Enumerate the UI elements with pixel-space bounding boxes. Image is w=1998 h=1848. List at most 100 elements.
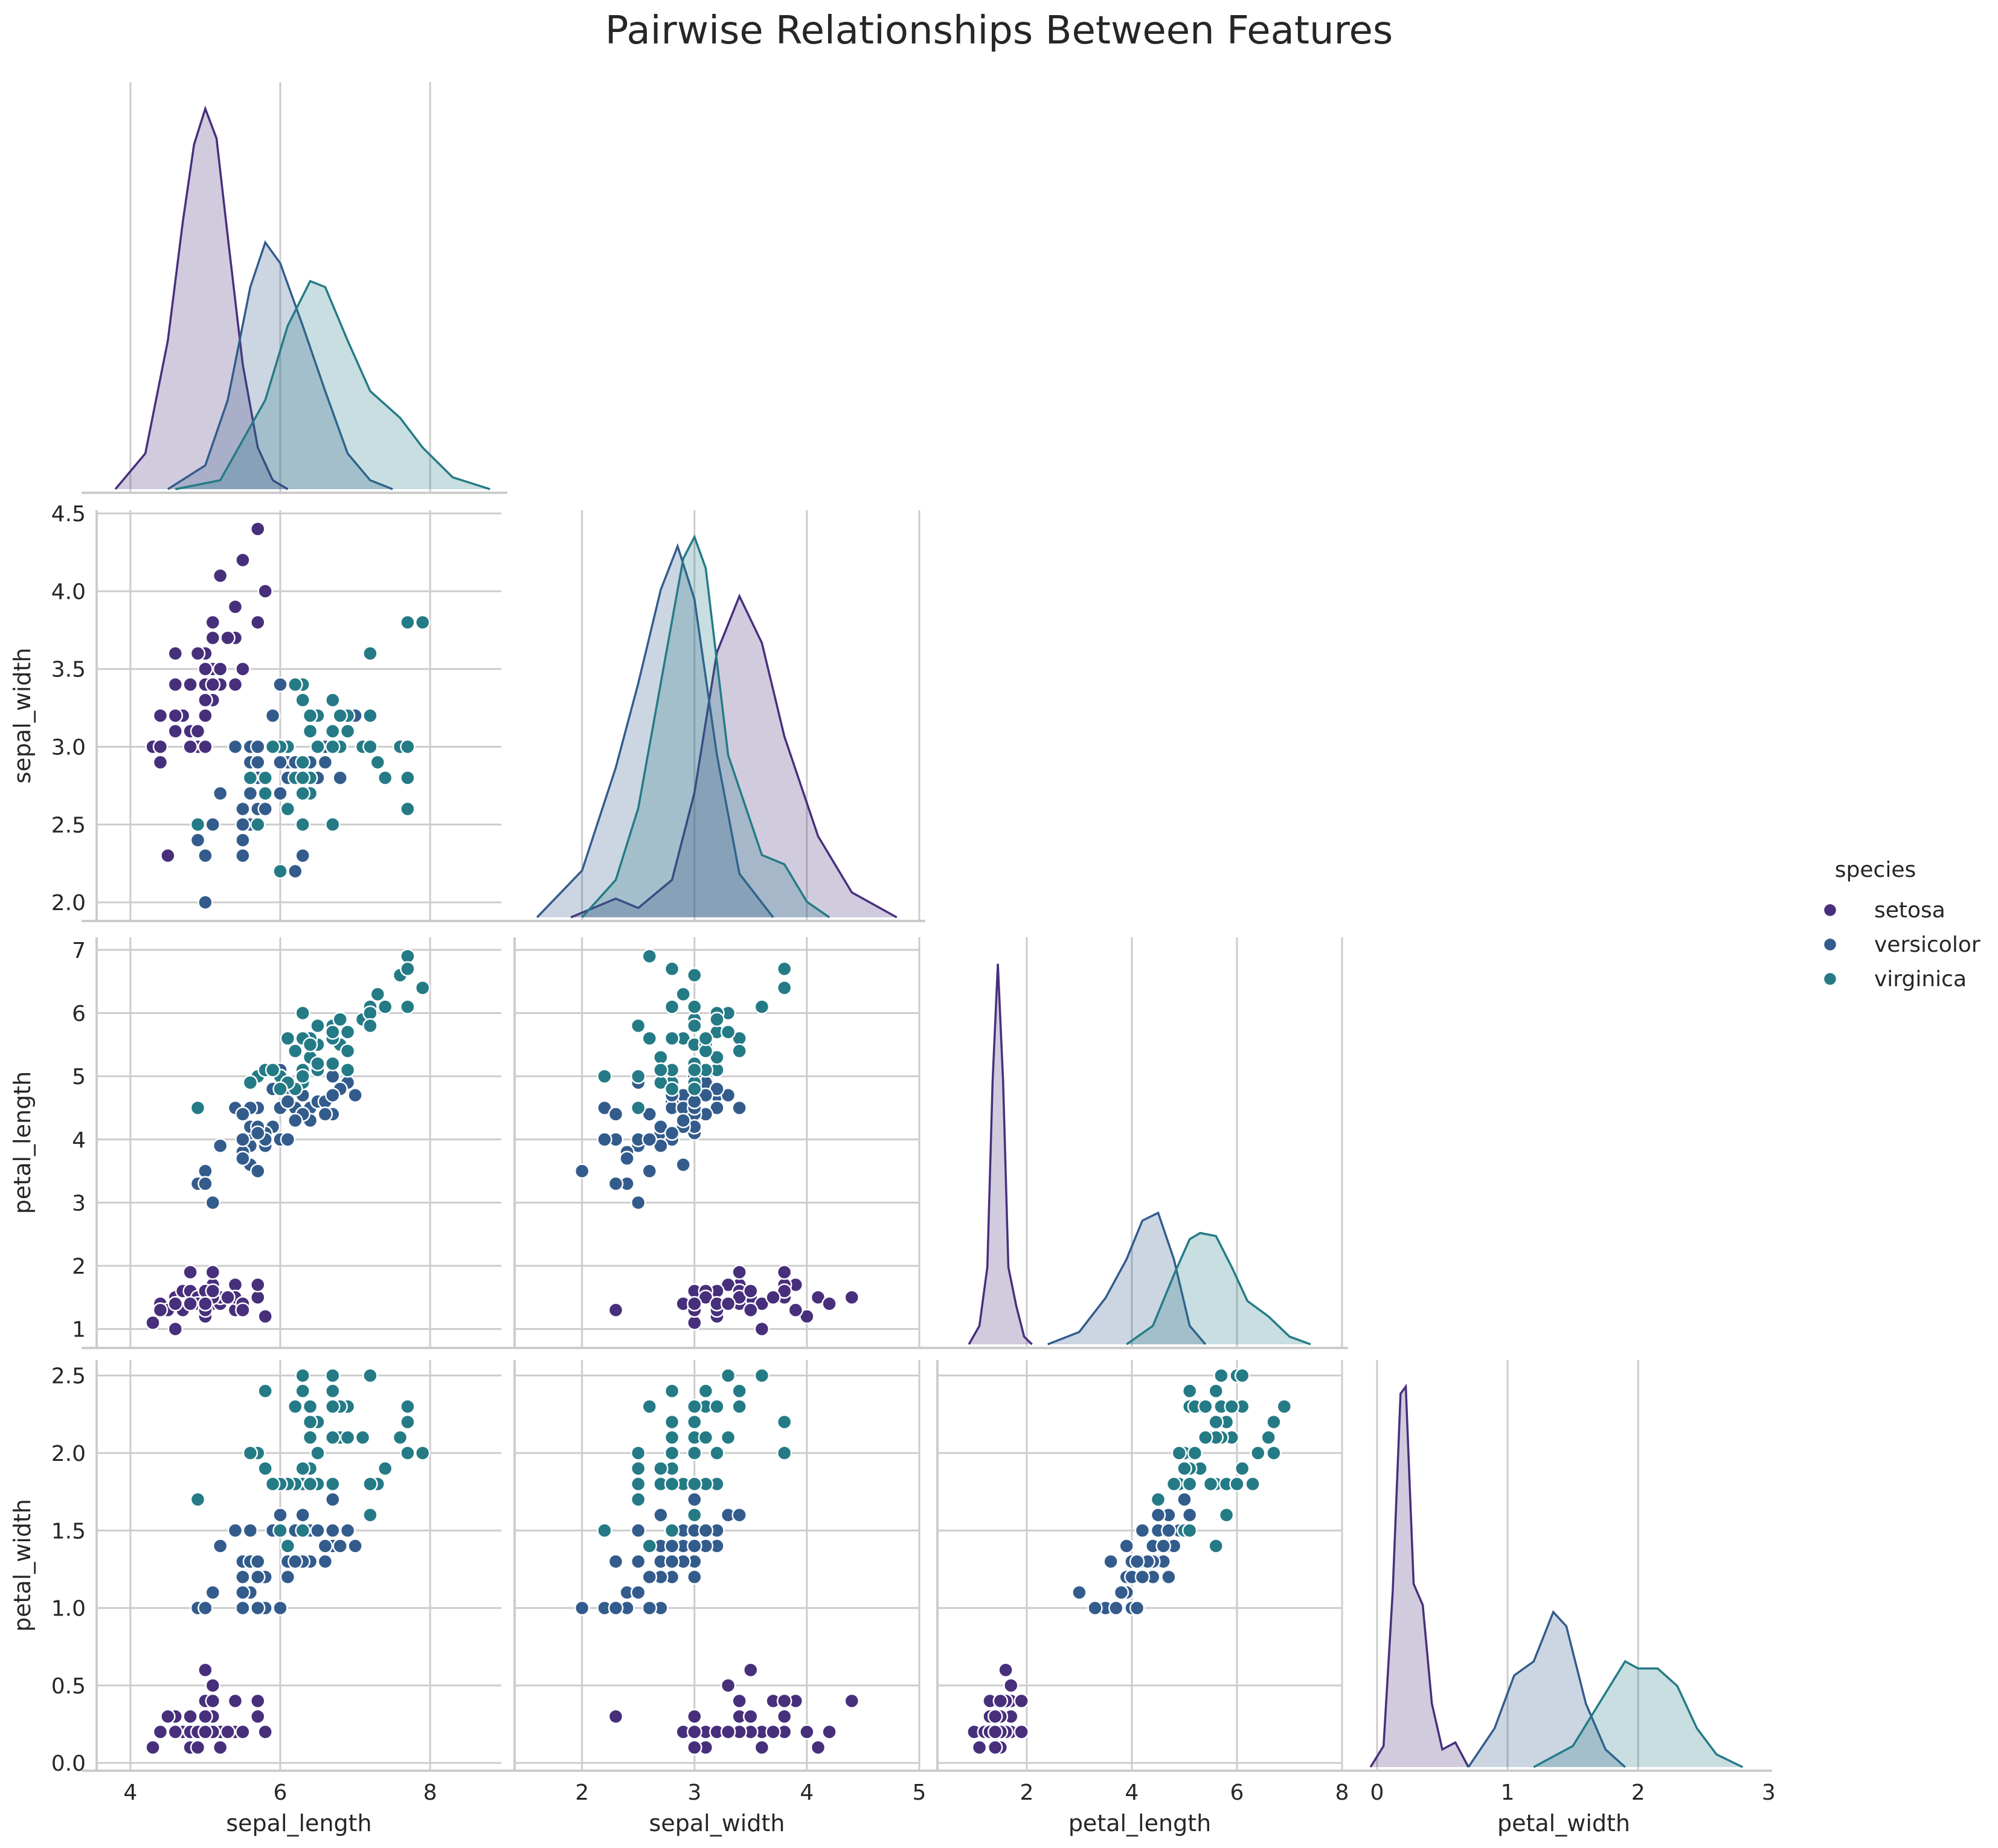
point-setosa <box>720 1678 736 1693</box>
point-versicolor <box>731 1507 747 1523</box>
point-versicolor <box>1177 1492 1192 1507</box>
point-virginica <box>265 739 281 755</box>
point-virginica <box>280 1030 296 1047</box>
chart-title: Pairwise Relationships Between Features <box>605 8 1393 53</box>
point-virginica <box>325 817 341 833</box>
point-versicolor <box>235 1600 251 1616</box>
point-virginica <box>339 1062 356 1078</box>
point-virginica <box>687 1062 702 1078</box>
point-versicolor <box>687 1569 702 1585</box>
point-versicolor <box>287 863 303 879</box>
legend-label-versicolor: versicolor <box>1874 932 1980 957</box>
point-versicolor <box>280 1132 296 1147</box>
point-virginica <box>731 1383 747 1399</box>
point-versicolor <box>272 676 288 693</box>
point-virginica <box>1234 1460 1250 1477</box>
point-virginica <box>257 1383 273 1399</box>
point-virginica <box>1250 1445 1266 1461</box>
point-versicolor <box>272 754 288 771</box>
point-virginica <box>687 999 702 1015</box>
point-virginica <box>400 948 416 964</box>
point-virginica <box>675 986 691 1002</box>
point-virginica <box>362 708 378 723</box>
point-setosa <box>190 723 206 739</box>
point-virginica <box>1177 1460 1192 1477</box>
x-axis-label: petal_length <box>1068 1810 1211 1837</box>
point-virginica <box>687 1399 702 1414</box>
point-versicolor <box>1161 1522 1177 1539</box>
panel-petal_length-vs-sepal_length: 1 2 3 4 5 6 7 <box>72 937 507 1349</box>
point-virginica <box>1213 1367 1229 1384</box>
point-setosa <box>992 1693 1009 1709</box>
point-setosa <box>205 630 221 646</box>
point-versicolor <box>317 754 333 771</box>
point-setosa <box>743 1302 759 1318</box>
y-tick-label: 3.0 <box>51 736 86 760</box>
point-setosa <box>182 1296 198 1312</box>
kde-fill-virginica <box>1126 1233 1311 1344</box>
point-virginica <box>1208 1414 1224 1430</box>
point-setosa <box>160 848 176 864</box>
point-setosa <box>167 646 184 661</box>
kde-fill-versicolor <box>1047 1213 1206 1344</box>
point-setosa <box>152 1302 169 1318</box>
point-setosa <box>190 1739 206 1756</box>
point-virginica <box>641 948 658 964</box>
point-versicolor <box>287 1112 303 1129</box>
point-setosa <box>776 1693 792 1709</box>
point-setosa <box>731 1264 747 1280</box>
x-tick-label: 8 <box>1335 1780 1349 1805</box>
point-virginica <box>190 817 206 833</box>
panel-sepal_width-vs-sepal_length: 2.0 2.5 3.0 3.5 4.0 4.5 <box>51 502 507 922</box>
point-virginica <box>687 967 702 983</box>
y-tick-label: 1.0 <box>51 1597 86 1622</box>
x-tick-label: 0 <box>1370 1780 1384 1805</box>
kde-fill-setosa <box>571 596 897 917</box>
point-setosa <box>731 1693 747 1709</box>
point-setosa <box>167 1296 184 1312</box>
point-virginica <box>377 770 393 786</box>
point-virginica <box>302 723 318 739</box>
point-virginica <box>295 770 310 786</box>
point-versicolor <box>190 832 206 848</box>
point-setosa <box>987 1739 1003 1756</box>
point-setosa <box>687 1708 702 1724</box>
point-setosa <box>687 1724 702 1740</box>
point-setosa <box>205 676 221 693</box>
point-setosa <box>212 661 228 677</box>
kde-line-setosa <box>114 105 289 490</box>
point-virginica <box>362 1367 378 1384</box>
point-virginica <box>325 1024 341 1040</box>
point-versicolor <box>198 1176 213 1192</box>
kde-fill-virginica <box>1534 1661 1743 1767</box>
point-virginica <box>400 1445 416 1461</box>
x-tick-label: 4 <box>800 1780 814 1805</box>
point-virginica <box>295 1005 310 1021</box>
point-virginica <box>242 1445 259 1461</box>
point-versicolor <box>198 848 213 864</box>
kde-fill-setosa <box>115 109 288 489</box>
point-versicolor <box>1108 1600 1124 1616</box>
point-virginica <box>190 1100 206 1116</box>
point-versicolor <box>205 817 221 833</box>
point-virginica <box>257 770 273 786</box>
point-setosa <box>743 1283 759 1299</box>
point-setosa <box>776 1264 792 1280</box>
point-versicolor <box>235 1150 251 1166</box>
point-versicolor <box>347 1538 363 1554</box>
point-setosa <box>810 1739 826 1756</box>
point-versicolor <box>597 1132 612 1147</box>
point-versicolor <box>641 1600 658 1616</box>
point-virginica <box>630 1476 646 1492</box>
point-setosa <box>198 1662 213 1678</box>
point-setosa <box>1013 1693 1029 1709</box>
point-virginica <box>597 1522 612 1539</box>
point-virginica <box>630 1068 646 1084</box>
point-setosa <box>235 661 251 677</box>
point-versicolor <box>1129 1600 1145 1616</box>
point-setosa <box>765 1724 781 1740</box>
point-versicolor <box>731 1100 747 1116</box>
point-virginica <box>664 999 680 1015</box>
point-setosa <box>250 614 266 630</box>
point-versicolor <box>325 1492 341 1507</box>
